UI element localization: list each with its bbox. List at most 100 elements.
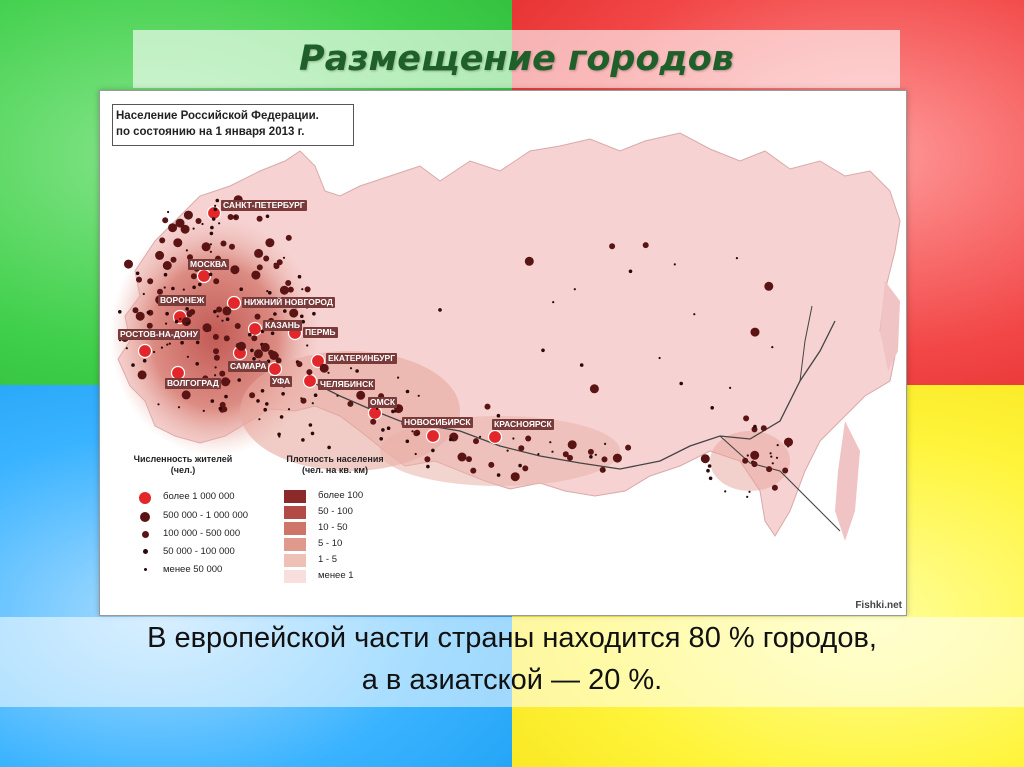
city-marker bbox=[438, 308, 442, 312]
city-marker bbox=[220, 240, 227, 247]
city-marker bbox=[587, 448, 594, 455]
city-marker bbox=[770, 455, 773, 458]
city-marker bbox=[771, 484, 778, 491]
city-marker bbox=[212, 333, 219, 340]
city-marker bbox=[180, 340, 184, 345]
city-marker bbox=[355, 369, 359, 373]
city-marker bbox=[260, 342, 270, 352]
city-marker bbox=[265, 214, 270, 219]
legend-density-item: менее 1 bbox=[318, 570, 354, 581]
city-marker bbox=[567, 454, 573, 461]
railway-line bbox=[309, 320, 836, 470]
city-marker bbox=[177, 406, 181, 409]
city-marker bbox=[256, 399, 260, 403]
city-marker bbox=[394, 410, 397, 413]
city-label-volgograd: ВОЛГОГРАД bbox=[165, 378, 221, 389]
city-marker bbox=[211, 217, 216, 221]
city-marker bbox=[417, 433, 420, 436]
city-marker bbox=[573, 288, 576, 291]
city-marker bbox=[769, 452, 772, 455]
city-label-moscow: МОСКВА bbox=[188, 259, 229, 270]
city-marker bbox=[496, 473, 501, 477]
city-marker bbox=[181, 390, 191, 400]
city-marker bbox=[202, 323, 212, 333]
city-marker bbox=[190, 273, 197, 280]
city-marker bbox=[209, 250, 212, 253]
city-marker bbox=[273, 312, 277, 316]
city-marker bbox=[414, 452, 417, 456]
city-marker bbox=[775, 456, 779, 459]
russia-map-graphic bbox=[110, 132, 901, 541]
city-marker bbox=[301, 319, 305, 324]
city-marker bbox=[457, 452, 467, 462]
city-marker bbox=[312, 311, 316, 316]
legend-density-swatch bbox=[284, 554, 306, 567]
city-marker bbox=[301, 288, 304, 291]
legend-density-swatch bbox=[284, 538, 306, 551]
city-marker bbox=[187, 254, 193, 261]
city-marker bbox=[136, 276, 142, 283]
city-marker bbox=[549, 441, 552, 444]
city-marker bbox=[589, 384, 599, 394]
city-marker bbox=[537, 453, 540, 456]
city-marker bbox=[270, 331, 275, 336]
city-marker bbox=[225, 317, 230, 321]
city-marker bbox=[512, 437, 515, 440]
legend-population-item: менее 50 000 bbox=[163, 564, 223, 575]
city-marker bbox=[510, 472, 520, 482]
city-marker bbox=[198, 282, 202, 287]
city-marker bbox=[642, 242, 649, 249]
legend-density-title-line2: (чел. на кв. км) bbox=[301, 465, 369, 475]
city-marker bbox=[251, 335, 258, 342]
city-marker bbox=[541, 348, 545, 353]
city-marker bbox=[124, 259, 133, 269]
city-marker bbox=[275, 357, 282, 364]
map-heading-line2: по состоянию на 1 января 2013 г. bbox=[116, 126, 305, 138]
city-marker bbox=[168, 223, 178, 233]
city-marker bbox=[239, 287, 243, 291]
city-marker bbox=[234, 215, 237, 218]
city-marker bbox=[729, 386, 732, 389]
city-marker bbox=[223, 335, 230, 342]
legend-100k-marker bbox=[142, 531, 149, 538]
legend-density-swatch bbox=[284, 506, 306, 519]
city-marker bbox=[518, 463, 522, 468]
city-marker bbox=[213, 348, 219, 355]
city-marker bbox=[221, 377, 230, 387]
city-marker bbox=[679, 381, 683, 386]
city-marker bbox=[186, 355, 189, 358]
city-marker bbox=[185, 249, 188, 252]
city-marker bbox=[219, 370, 226, 377]
city-marker bbox=[266, 290, 269, 293]
city-marker bbox=[186, 322, 189, 325]
city-marker bbox=[603, 469, 606, 472]
city-marker bbox=[146, 322, 153, 329]
city-marker bbox=[287, 286, 294, 293]
title-band bbox=[133, 30, 900, 88]
city-label-voronezh: ВОРОНЕЖ bbox=[158, 295, 207, 306]
city-marker bbox=[221, 319, 224, 322]
city-marker bbox=[289, 308, 299, 318]
city-marker bbox=[210, 399, 215, 403]
legend-density-title: Плотность населения (чел. на кв. км) bbox=[270, 454, 400, 476]
caption-line-1: В европейской части страны находится 80 … bbox=[147, 622, 877, 654]
city-marker bbox=[249, 392, 256, 399]
city-marker bbox=[612, 453, 622, 463]
city-marker bbox=[405, 389, 410, 394]
city-marker bbox=[525, 435, 532, 442]
city-marker bbox=[609, 243, 616, 250]
city-marker bbox=[567, 440, 577, 450]
city-marker bbox=[237, 378, 241, 382]
city-marker bbox=[470, 467, 477, 474]
city-marker bbox=[210, 225, 214, 230]
city-marker bbox=[248, 332, 252, 337]
city-marker bbox=[273, 263, 280, 270]
city-marker bbox=[192, 285, 196, 290]
city-marker bbox=[179, 317, 182, 320]
city-marker bbox=[137, 370, 147, 380]
city-marker bbox=[162, 261, 172, 270]
city-marker bbox=[214, 204, 217, 207]
city-marker bbox=[155, 250, 165, 260]
city-marker bbox=[132, 307, 139, 314]
city-marker bbox=[411, 430, 414, 433]
